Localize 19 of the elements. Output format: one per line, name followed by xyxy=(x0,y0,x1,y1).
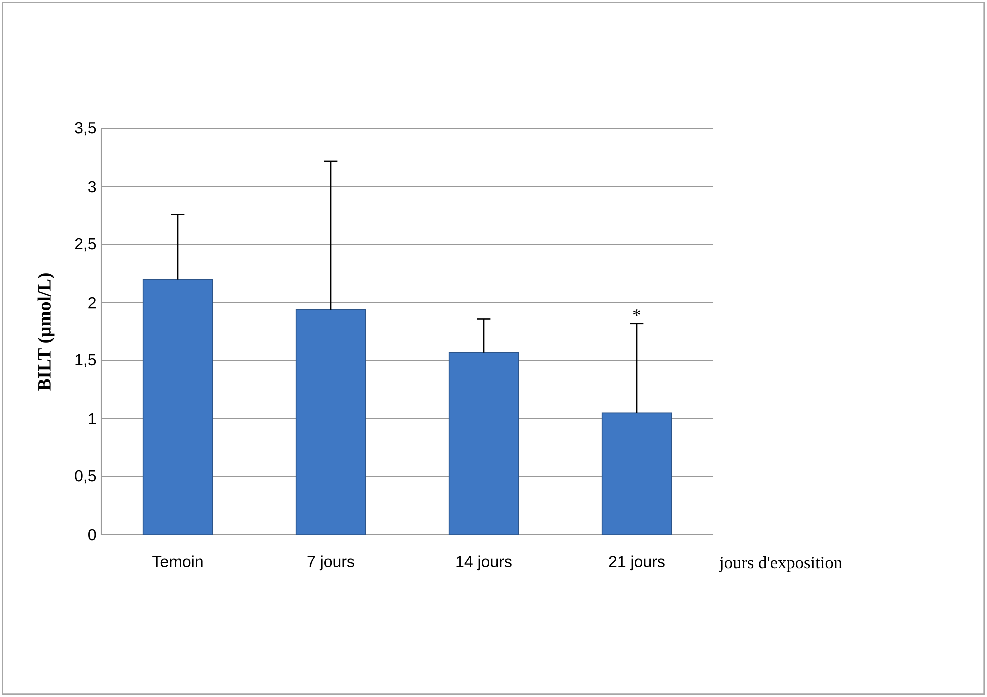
y-tick-label: 1,5 xyxy=(76,354,96,368)
bar xyxy=(296,310,366,536)
x-tick-label: 14 jours xyxy=(456,556,512,571)
y-tick-label: 2 xyxy=(88,297,96,309)
y-tick-label: 0,5 xyxy=(75,470,96,484)
x-tick-label: 21 jours xyxy=(609,556,665,571)
y-axis-title: BILT (µmol/L) xyxy=(38,274,55,391)
x-tick-label: Temoin xyxy=(152,556,203,568)
bar xyxy=(448,352,520,536)
y-tick-label: 0 xyxy=(88,529,96,541)
y-tick-label: 3 xyxy=(88,181,96,193)
bar xyxy=(602,412,672,536)
y-tick-label: 3,5 xyxy=(75,122,96,136)
y-tick-label: 1 xyxy=(89,414,96,425)
annotation: * xyxy=(634,310,641,316)
y-tick-label: 2,5 xyxy=(75,238,96,252)
x-tick-label: 7 jours xyxy=(308,556,354,571)
x-axis-title: jours d'exposition xyxy=(719,556,842,572)
bar xyxy=(142,279,214,536)
